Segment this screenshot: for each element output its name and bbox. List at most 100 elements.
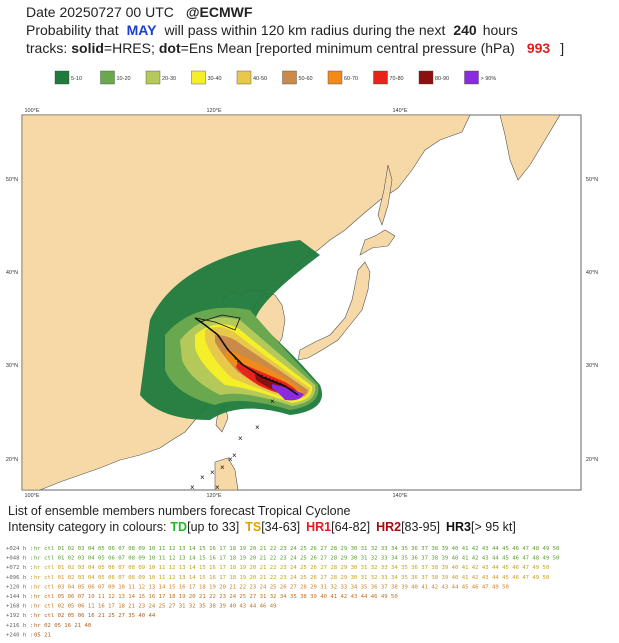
row-label: +024 h : [6,546,33,552]
legend-label: 5-10 [71,76,82,82]
legend-label: 60-70 [344,76,358,82]
legend-swatch [282,70,297,85]
row-members: hr ctl 01 02 03 04 05 06 07 08 09 10 11 … [34,575,549,581]
member-table: +024 h : hr ctl 01 02 03 04 05 06 07 08 0… [6,546,559,638]
legend-label: > 90% [481,76,497,82]
row-members: 05 21 [34,632,51,638]
lon-label: 140°E [392,108,407,114]
row-label: +120 h : [6,584,33,590]
legend-swatch [373,70,388,85]
row-label: +192 h : [6,613,33,619]
category-code: TS [245,520,261,534]
legend-label: 30-40 [208,76,222,82]
text: solid [71,40,104,56]
row-members: hr ctl 01 02 03 04 05 06 07 08 09 10 11 … [34,565,549,571]
row-label: +072 h : [6,565,33,571]
text: hours [483,22,518,38]
row-members: hr ctl 03 04 05 06 07 09 10 11 12 13 14 … [34,584,509,590]
intensity-label: Intensity category in colours: [8,520,166,534]
legend-label: 80-90 [435,76,449,82]
svg-text:×: × [228,455,233,464]
row-label: +216 h : [6,623,33,629]
category-code: HR1 [306,520,331,534]
text: will pass within 120 km radius during th… [163,22,445,38]
legend-swatch [191,70,206,85]
legend-swatch [327,70,343,85]
lon-label: 120°E [206,108,221,114]
legend-label: 50-60 [299,76,313,82]
sakhalin [377,164,393,226]
storm-name: MAY [127,22,157,38]
svg-text:×: × [238,434,243,443]
row-label: +240 h : [6,632,33,638]
legend-label: 70-80 [390,76,404,82]
lat-label: 50°N [586,177,598,183]
lat-label: 30°N [6,363,18,369]
row-members: hr 02 05 16 21 40 [34,623,91,629]
svg-text:×: × [232,451,237,460]
svg-text:×: × [190,483,195,492]
row-members: hr ctl 01 02 03 04 05 06 07 08 09 10 11 … [34,556,559,562]
category-code: HR2 [376,520,401,534]
kamchatka [499,115,561,181]
row-members: hr ctl 01 02 03 04 05 06 07 08 09 10 11 … [34,546,559,552]
legend-label: 40-50 [253,76,267,82]
lon-label: 120°E [206,493,221,499]
svg-text:×: × [255,423,260,432]
source: @ECMWF [186,4,253,20]
japan-honshu [297,261,371,361]
map: ×××××××××× 100°E100°E120°E120°E140°E140°… [6,108,598,499]
category-range: [64-82] [331,520,370,534]
text: tracks: [26,40,67,56]
lat-label: 40°N [586,270,598,276]
legend-swatch [54,70,70,85]
svg-text:×: × [210,468,215,477]
category-range: [> 95 kt] [471,520,516,534]
pressure: 993 [527,40,551,56]
row-label: +096 h : [6,575,33,581]
lat-label: 50°N [6,177,18,183]
category-range: [34-63] [261,520,300,534]
svg-text:×: × [270,397,275,406]
legend-swatch [418,70,434,85]
header-line-3: tracks: solid=HRES; dot=Ens Mean [reported… [26,40,564,56]
svg-text:×: × [215,483,220,492]
text: Probability that [26,22,119,38]
legend-swatch [236,70,252,85]
text: =HRES; [104,40,155,56]
text: =Ens Mean [reported minimum central pres… [181,40,515,56]
luzon [214,457,239,490]
text: ] [560,40,564,56]
lat-label: 20°N [6,457,18,463]
lat-label: 30°N [586,363,598,369]
category-range: [up to 33] [187,520,239,534]
row-members: hr ctl 02 05 06 11 16 17 18 21 23 24 25 … [34,604,276,610]
date: Date 20250727 00 UTC [26,4,174,20]
tracks: ×××××××××× [190,314,299,492]
row-members: hr ctl 02 05 06 16 21 25 27 35 40 44 [34,613,156,619]
category-code: HR3 [446,520,471,534]
header-line-2: Probability that MAY will pass within 120 … [26,22,518,38]
legend-label: 20-30 [162,76,176,82]
lon-label: 140°E [392,493,407,499]
lon-label: 100°E [24,108,39,114]
legend-swatch [145,70,161,85]
lon-label: 100°E [24,493,39,499]
legend: 5-10 10-20 20-30 30-40 40-50 50-60 60-70 70-80 8… [54,70,497,85]
row-label: +048 h : [6,556,33,562]
hokkaido [359,229,396,256]
header-line-1: Date 20250727 00 UTC @ECMWF [26,4,253,20]
legend-swatch [100,70,115,85]
hours: 240 [453,22,477,38]
category-code: TD [170,520,187,534]
row-members: hr ctl 05 06 07 10 11 12 13 14 15 16 17 … [34,594,398,600]
legend-label: 10-20 [117,76,131,82]
probability-swath [140,240,322,420]
svg-text:×: × [220,463,225,472]
intensity-line: Intensity category in colours: TD[up to 3… [8,520,516,534]
legend-swatch [464,70,479,85]
svg-text:×: × [200,473,205,482]
lat-label: 20°N [586,457,598,463]
row-label: +144 h : [6,594,33,600]
